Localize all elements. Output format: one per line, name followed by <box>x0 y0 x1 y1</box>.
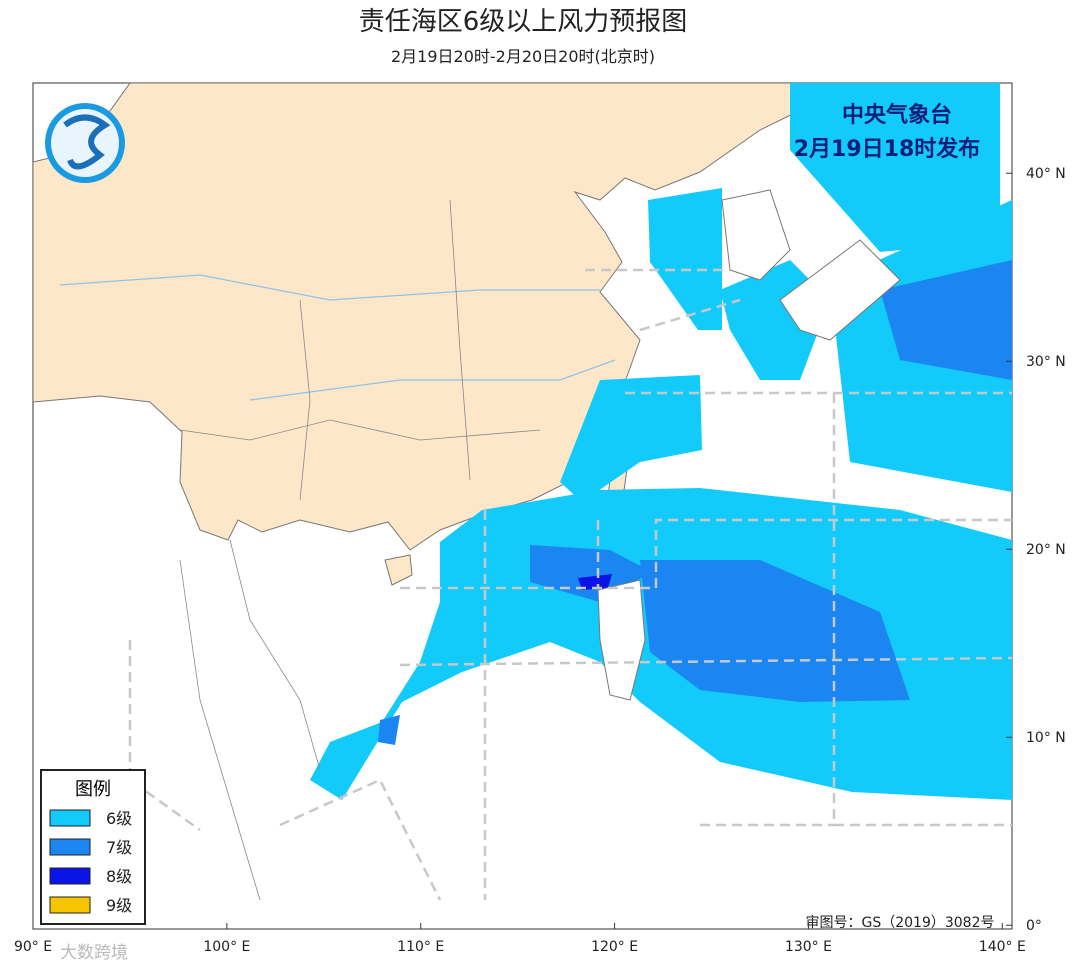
issuer: 中央气象台 <box>842 102 952 128</box>
legend-swatch <box>49 838 91 856</box>
lon-tick-label: 90° E <box>14 939 52 955</box>
legend-swatch <box>49 809 91 827</box>
watermark: 大数跨境 <box>60 943 128 963</box>
lon-tick-label: 100° E <box>203 939 250 955</box>
legend-label: 7级 <box>106 838 132 857</box>
legend-swatch <box>49 867 91 885</box>
approval-number: 审图号：GS（2019）3082号 <box>806 915 995 931</box>
lat-tick-label: 10° N <box>1026 730 1066 746</box>
legend-label: 6级 <box>106 809 132 828</box>
map-frame <box>32 82 1013 930</box>
issue-time: 2月19日18时发布 <box>794 136 981 162</box>
lat-tick-label: 40° N <box>1026 166 1066 182</box>
lon-tick-label: 120° E <box>591 939 638 955</box>
legend-swatch <box>49 896 91 914</box>
lon-tick-label: 110° E <box>397 939 444 955</box>
lat-tick-label: 0° <box>1026 918 1042 934</box>
lat-tick-label: 30° N <box>1026 354 1066 370</box>
lat-tick-label: 20° N <box>1026 542 1066 558</box>
legend-title: 图例 <box>75 779 111 800</box>
legend-label: 8级 <box>106 867 132 886</box>
lon-tick-label: 130° E <box>785 939 832 955</box>
legend-label: 9级 <box>106 896 132 915</box>
title: 责任海区6级以上风力预报图 <box>359 7 688 37</box>
logo <box>45 103 125 183</box>
lon-tick-label: 140° E <box>979 939 1026 955</box>
subtitle: 2月19日20时-2月20日20时(北京时) <box>391 47 655 66</box>
